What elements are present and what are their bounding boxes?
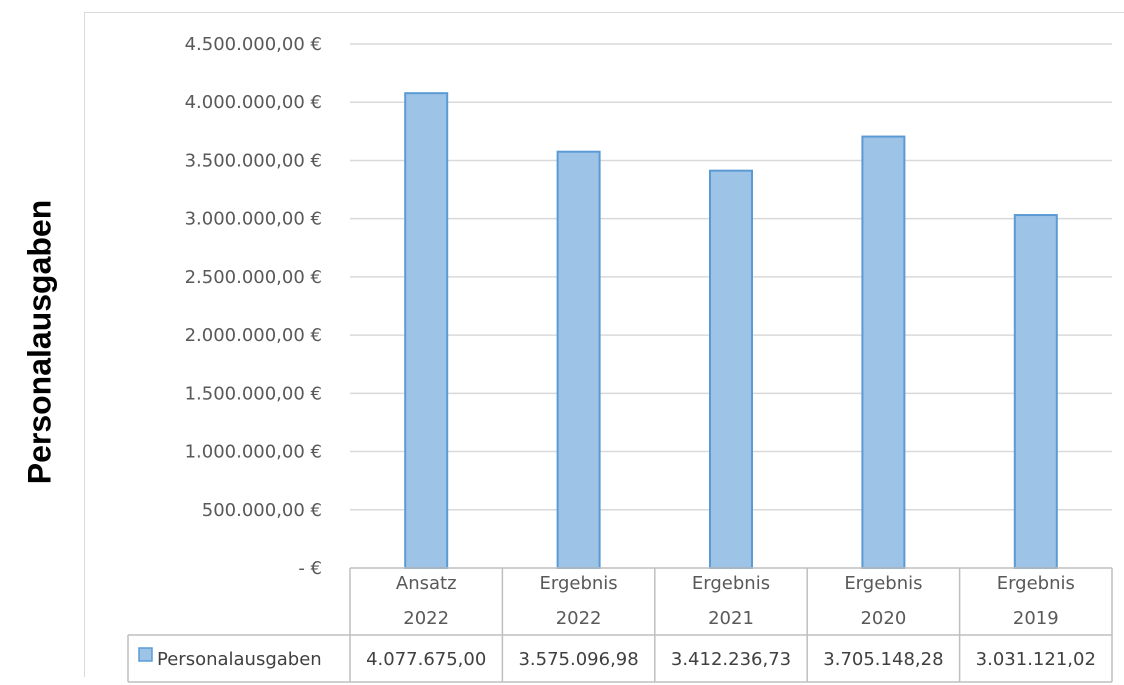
x-tick-label: Ergebnis — [997, 573, 1075, 594]
data-label: 3.705.148,28 — [823, 649, 943, 670]
x-tick-label: Ansatz — [396, 573, 457, 594]
y-tick-label: 4.000.000,00 € — [185, 92, 322, 113]
y-tick-label: 2.500.000,00 € — [185, 267, 322, 288]
legend-label: Personalausgaben — [157, 649, 322, 670]
chart-frame — [84, 12, 1124, 677]
x-tick-label: 2022 — [556, 608, 602, 629]
y-tick-label: 3.000.000,00 € — [185, 209, 322, 230]
data-label: 4.077.675,00 — [366, 649, 486, 670]
y-tick-label: - € — [298, 558, 322, 579]
x-tick-label: Ergebnis — [844, 573, 922, 594]
x-tick-label: 2019 — [1013, 608, 1059, 629]
bar — [404, 92, 449, 569]
bar — [1013, 214, 1058, 570]
y-axis-ticks: - € 500.000,00 € 1.000.000,00 € 1.500.000,0… — [185, 34, 322, 579]
bar — [556, 150, 601, 569]
bar — [709, 169, 753, 569]
data-label: 3.575.096,98 — [518, 649, 638, 670]
y-tick-label: 1.000.000,00 € — [185, 442, 322, 463]
y-tick-label: 3.500.000,00 € — [185, 150, 322, 171]
x-tick-label: Ergebnis — [692, 573, 770, 594]
x-tick-label: 2021 — [708, 608, 754, 629]
y-tick-label: 2.000.000,00 € — [185, 325, 322, 346]
bar — [861, 135, 906, 569]
x-tick-label: 2022 — [403, 608, 449, 629]
x-tick-label: 2020 — [860, 608, 906, 629]
data-label: 3.412.236,73 — [671, 649, 791, 670]
x-tick-label: Ergebnis — [540, 573, 618, 594]
data-label: 3.031.121,02 — [976, 649, 1096, 670]
bars — [404, 92, 1058, 570]
y-tick-label: 4.500.000,00 € — [185, 34, 322, 55]
y-tick-label: 1.500.000,00 € — [185, 383, 322, 404]
data-table: Ansatz 2022 Ergebnis 2022 Ergebnis 2021 Ergebn… — [127, 567, 1113, 683]
y-tick-label: 500.000,00 € — [202, 500, 322, 521]
legend-swatch — [138, 647, 153, 662]
